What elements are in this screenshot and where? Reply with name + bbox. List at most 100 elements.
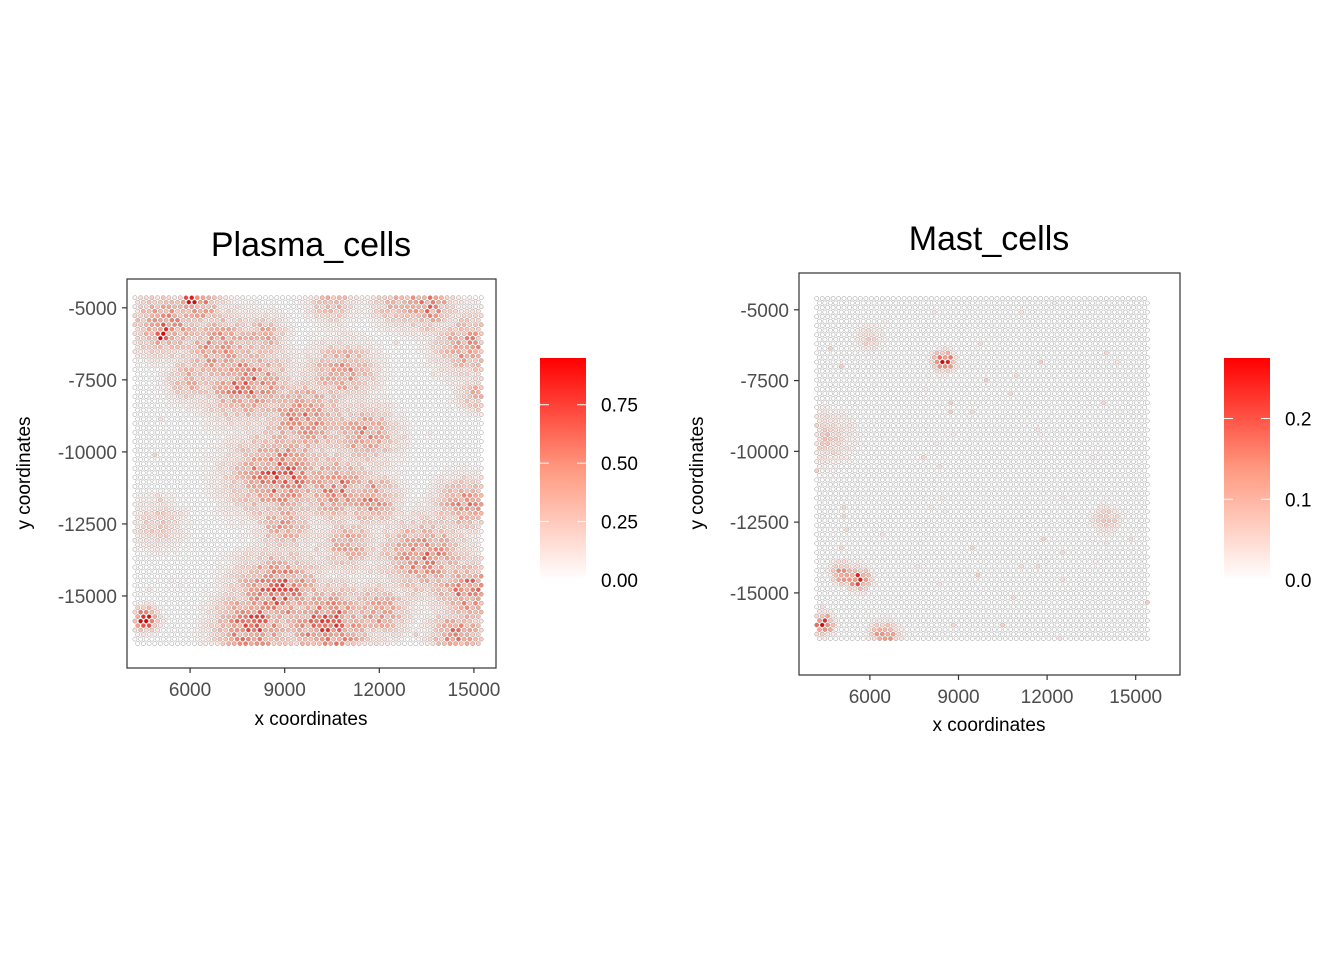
spot (160, 313, 166, 319)
spot (419, 515, 424, 521)
spot (254, 614, 260, 619)
spot (456, 358, 461, 363)
spot (175, 389, 180, 395)
spot (464, 623, 470, 628)
spot (393, 484, 399, 489)
spot (317, 596, 322, 602)
spot (331, 295, 336, 301)
spot (368, 497, 373, 503)
spot (288, 452, 294, 458)
spot (223, 600, 229, 606)
spot (339, 533, 345, 539)
spot (220, 596, 226, 602)
spot (393, 493, 399, 498)
spot (192, 506, 197, 512)
spot (314, 313, 319, 319)
spot (359, 510, 365, 516)
spot (413, 380, 419, 386)
spot (342, 582, 348, 588)
spot (280, 349, 285, 354)
spot (314, 573, 319, 579)
spot (282, 407, 288, 413)
spot (427, 304, 433, 310)
spot (405, 493, 410, 498)
spot (334, 398, 339, 404)
spot (470, 461, 476, 467)
spot (166, 340, 172, 345)
spot (348, 582, 353, 588)
spot (331, 304, 336, 310)
spot (382, 403, 388, 408)
spot (376, 421, 382, 426)
spot (246, 394, 251, 399)
spot (200, 636, 206, 642)
spot (379, 416, 385, 422)
spot (138, 439, 143, 444)
spot (390, 380, 396, 386)
spot (155, 493, 160, 498)
spot (132, 537, 138, 543)
spot (220, 560, 226, 566)
spot (155, 394, 160, 399)
spot (257, 340, 263, 345)
spot (473, 322, 478, 328)
spot (436, 605, 441, 611)
spot (183, 564, 189, 570)
spot (362, 470, 368, 476)
spot (430, 308, 436, 314)
spot (450, 519, 456, 525)
spot (297, 394, 302, 399)
spot (393, 537, 399, 543)
spot (243, 560, 248, 566)
spot (470, 416, 476, 422)
spot (271, 560, 277, 566)
spot (263, 448, 268, 453)
spot (331, 609, 336, 615)
spot (274, 331, 280, 337)
spot (186, 524, 192, 530)
spot (177, 528, 183, 534)
spot (282, 488, 288, 494)
spot (424, 461, 430, 467)
spot (444, 430, 450, 435)
spot (390, 641, 396, 646)
spot (441, 506, 447, 512)
spot (416, 510, 422, 516)
spot (254, 326, 260, 332)
spot (322, 641, 328, 646)
spot (220, 479, 226, 485)
spot (243, 389, 248, 395)
spot (387, 295, 393, 301)
spot (416, 636, 422, 642)
spot (362, 524, 368, 530)
spot (285, 322, 291, 328)
spot (419, 614, 424, 619)
spot (169, 524, 175, 530)
spot (220, 317, 226, 323)
spot (302, 573, 308, 579)
spot (251, 412, 257, 417)
spot (183, 609, 189, 615)
spot (288, 371, 294, 377)
spot (308, 609, 314, 615)
spot (285, 340, 291, 345)
spot (478, 627, 484, 633)
spot (430, 416, 436, 422)
spot (308, 322, 314, 328)
spot (143, 358, 149, 363)
spot (169, 317, 175, 323)
spot (226, 335, 231, 341)
spot (268, 394, 274, 399)
spot (143, 501, 149, 507)
spot (362, 443, 368, 449)
spot (382, 304, 388, 310)
spot (336, 636, 342, 642)
spot (180, 425, 186, 431)
spot (379, 569, 385, 575)
spot (294, 308, 300, 314)
spot (214, 488, 220, 494)
spot (456, 600, 461, 606)
spot (246, 430, 251, 435)
spot (439, 421, 444, 426)
spot (294, 353, 300, 359)
